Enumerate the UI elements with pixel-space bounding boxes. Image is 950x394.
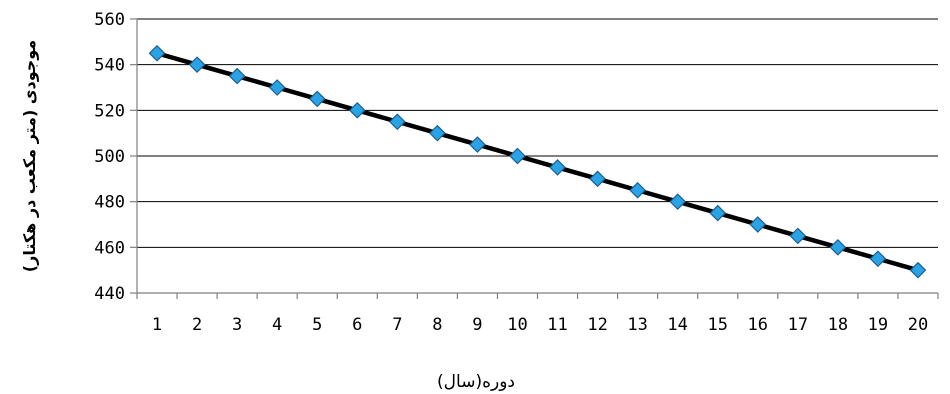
x-tick-label: 2 bbox=[192, 315, 202, 335]
data-point-marker bbox=[909, 261, 927, 279]
x-tick-label: 5 bbox=[312, 315, 322, 335]
y-tick-label: 440 bbox=[94, 284, 125, 304]
data-point-marker bbox=[429, 124, 446, 142]
grid-lines bbox=[137, 18, 938, 248]
data-point-marker bbox=[388, 113, 406, 131]
data-point-marker bbox=[829, 238, 847, 256]
y-tick-label: 520 bbox=[94, 101, 125, 121]
data-point-marker bbox=[348, 101, 366, 119]
data-point-marker bbox=[629, 181, 646, 199]
data-point-marker bbox=[669, 193, 687, 211]
data-point-marker bbox=[709, 204, 727, 222]
x-tick-label: 12 bbox=[587, 315, 607, 335]
y-axis-title: موجودی (متر مکعب در هکتار) bbox=[20, 40, 39, 272]
data-point-marker bbox=[469, 136, 486, 153]
data-point-marker bbox=[509, 147, 526, 165]
x-tick-label: 14 bbox=[667, 315, 687, 335]
x-tick-label: 4 bbox=[272, 315, 282, 335]
x-tick-label: 7 bbox=[392, 315, 402, 335]
series-markers bbox=[148, 44, 927, 279]
data-point-marker bbox=[589, 170, 606, 188]
x-tick-label: 11 bbox=[547, 315, 567, 335]
data-point-marker bbox=[308, 90, 326, 108]
data-point-marker bbox=[789, 227, 807, 245]
y-tick-label: 560 bbox=[94, 10, 125, 30]
x-tick-label: 13 bbox=[627, 315, 647, 335]
x-tick-label: 18 bbox=[828, 315, 848, 335]
y-tick-label: 500 bbox=[94, 147, 125, 167]
x-tick-label: 8 bbox=[432, 315, 442, 335]
data-point-marker bbox=[228, 67, 246, 85]
y-tick-labels: 440 460 480 500 520 540 560 bbox=[94, 10, 125, 304]
data-point-marker bbox=[188, 56, 206, 74]
x-tick-label: 16 bbox=[748, 315, 768, 335]
x-tick-label: 1 bbox=[152, 315, 162, 335]
axes bbox=[130, 18, 939, 299]
data-point-marker bbox=[268, 79, 286, 96]
x-tick-label: 3 bbox=[232, 315, 242, 335]
x-tick-label: 19 bbox=[868, 315, 888, 335]
data-point-marker bbox=[148, 44, 166, 62]
series-line-path bbox=[154, 51, 921, 273]
x-tick-label: 9 bbox=[472, 315, 482, 335]
y-tick-label: 480 bbox=[94, 193, 125, 213]
x-tick-label: 10 bbox=[507, 315, 527, 335]
data-point-marker bbox=[869, 250, 887, 268]
x-tick-label: 6 bbox=[352, 315, 362, 335]
y-tick-label: 460 bbox=[94, 238, 125, 258]
data-point-marker bbox=[549, 159, 566, 176]
y-tick-label: 540 bbox=[94, 56, 125, 76]
x-tick-label: 17 bbox=[788, 315, 808, 335]
x-tick-label: 15 bbox=[707, 315, 727, 335]
series-line bbox=[154, 51, 921, 273]
x-tick-labels: 1 2 3 4 5 6 7 8 9 10 11 12 13 14 15 16 17 18 19 20 bbox=[152, 315, 928, 335]
x-tick-label: 20 bbox=[908, 315, 928, 335]
x-axis-title: دوره(سال) bbox=[437, 372, 515, 392]
data-point-marker bbox=[749, 216, 767, 233]
